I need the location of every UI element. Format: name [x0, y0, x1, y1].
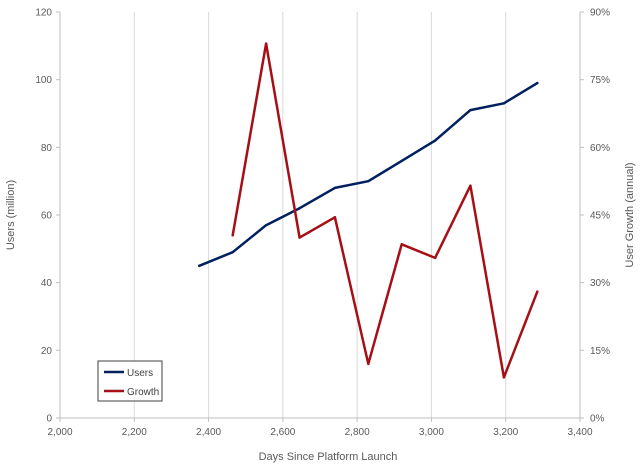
y-right-tick-label: 75% [590, 75, 610, 86]
y-left-tick-label: 20 [41, 346, 53, 357]
data-point-growth [231, 234, 234, 237]
y-right-tick-label: 30% [590, 278, 610, 289]
y-left-tick-label: 0 [46, 414, 52, 425]
series-line-growth [231, 42, 539, 379]
data-point-users [502, 102, 506, 105]
legend-box [97, 360, 163, 402]
x-tick-label: 3,200 [493, 427, 518, 438]
y-left-tick-label: 120 [35, 8, 52, 19]
data-point-users [433, 139, 437, 142]
y-left-tick-label: 80 [41, 143, 53, 154]
data-point-growth [298, 236, 301, 239]
y-right-tick-label: 0% [590, 414, 605, 425]
y-right-tick-label: 60% [590, 143, 610, 154]
y-right-tick-label: 90% [590, 8, 610, 19]
data-point-growth [502, 376, 506, 379]
data-point-growth [469, 184, 472, 187]
legend-label-users: Users [127, 368, 153, 379]
x-tick-label: 2,400 [196, 427, 221, 438]
data-point-users [264, 223, 268, 227]
y-left-tick-label: 60 [41, 211, 53, 222]
x-axis-title: Days Since Platform Launch [259, 451, 398, 463]
data-point-users [469, 108, 472, 112]
legend: Users Growth [97, 360, 163, 402]
series-line-users [198, 81, 539, 268]
data-point-users [298, 207, 301, 210]
data-point-growth [536, 290, 539, 293]
x-tick-label: 2,200 [122, 427, 147, 438]
data-point-growth [433, 256, 437, 260]
x-tick-label: 3,000 [419, 427, 444, 438]
data-point-users [333, 186, 337, 190]
grid [59, 12, 581, 418]
y-right-tick-label: 15% [590, 346, 610, 357]
y-left-axis-title: Users (million) [5, 180, 17, 250]
x-tick-label: 2,600 [270, 427, 295, 438]
y-left-tick-label: 40 [41, 278, 53, 289]
y-right-axis-title: User Growth (annual) [624, 162, 636, 267]
y-left-tick-label: 100 [35, 75, 52, 86]
data-point-growth [333, 216, 337, 219]
x-tick-label: 3,400 [567, 427, 592, 438]
x-tick-label: 2,800 [345, 427, 370, 438]
data-point-users [231, 251, 234, 254]
series [198, 42, 539, 379]
x-tick-label: 2,000 [47, 427, 72, 438]
data-point-users [367, 179, 370, 183]
data-point-growth [264, 42, 268, 45]
data-point-growth [367, 362, 370, 366]
data-point-users [400, 159, 403, 163]
legend-label-growth: Growth [127, 387, 159, 398]
axes: 2,000 2,200 2,400 2,600 2,800 3,000 3,200 3,400… [35, 8, 610, 439]
data-point-users [536, 81, 539, 85]
data-point-users [198, 264, 201, 267]
y-right-tick-label: 45% [590, 211, 610, 222]
data-point-growth [400, 243, 403, 246]
